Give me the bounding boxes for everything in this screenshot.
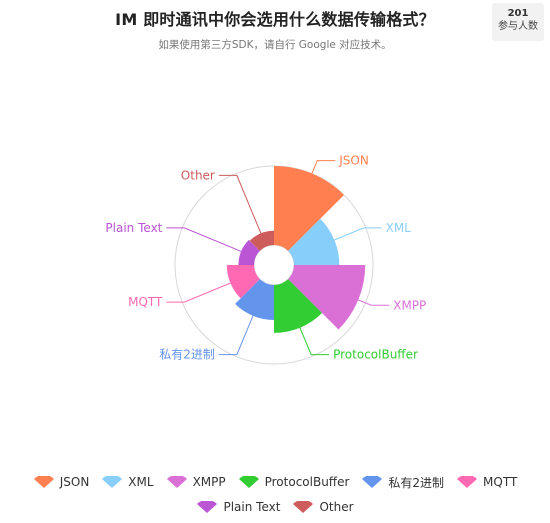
rose-slice-2[interactable] bbox=[235, 279, 274, 320]
leader-line-xmpp bbox=[345, 294, 390, 306]
chart-title: IM 即时通讯中你会选用什么数据传输格式？ bbox=[115, 10, 435, 29]
slice-label-2: 私有2进制 bbox=[159, 348, 215, 362]
leader-line-mqtt bbox=[166, 279, 238, 303]
legend-item-mqtt[interactable]: MQTT bbox=[456, 475, 517, 489]
label-leader-lines bbox=[166, 160, 390, 356]
rose-slice-other[interactable] bbox=[249, 230, 274, 251]
rose-slice-xmpp[interactable] bbox=[288, 265, 366, 330]
leader-line-other bbox=[218, 174, 264, 239]
legend-swatch-icon bbox=[166, 476, 187, 488]
slice-label-protocolbuffer: ProtocolBuffer bbox=[333, 348, 418, 362]
legend-label: XML bbox=[128, 475, 154, 489]
slice-label-plain-text: Plain Text bbox=[105, 221, 162, 235]
legend-item-protocolbuffer[interactable]: ProtocolBuffer bbox=[238, 475, 350, 489]
rose-slice-mqtt[interactable] bbox=[226, 265, 260, 299]
legend-swatch-icon bbox=[102, 476, 123, 488]
legend-swatch-icon bbox=[197, 501, 218, 513]
legend-swatch-icon bbox=[33, 476, 54, 488]
legend-label: ProtocolBuffer bbox=[264, 475, 350, 489]
rose-slices bbox=[226, 166, 366, 333]
legend-label: MQTT bbox=[483, 475, 518, 489]
rose-chart: JSON XML XMPP ProtocolBuffer 私有2进制 MQTT Plain … bbox=[105, 154, 426, 365]
chart-legend: JSON XML XMPP ProtocolBuffer 私有2进制 MQTT Plain … bbox=[0, 471, 550, 521]
slice-label-xml: XML bbox=[386, 221, 412, 235]
legend-label: Plain Text bbox=[223, 500, 281, 514]
slice-label-xmpp: XMPP bbox=[393, 298, 426, 312]
legend-label: 私有2进制 bbox=[388, 475, 445, 490]
legend-label: Other bbox=[319, 500, 354, 514]
rose-slice-json[interactable] bbox=[274, 166, 345, 251]
leader-line-json bbox=[305, 160, 336, 188]
legend-swatch-icon bbox=[238, 476, 259, 488]
leader-line-xml bbox=[325, 227, 382, 245]
slice-label-other: Other bbox=[181, 168, 215, 182]
legend-item-json[interactable]: JSON bbox=[33, 475, 90, 489]
legend-label: XMPP bbox=[192, 475, 226, 489]
slice-label-mqtt: MQTT bbox=[128, 295, 163, 309]
legend-swatch-icon bbox=[362, 476, 383, 488]
legend-item-xml[interactable]: XML bbox=[101, 475, 154, 489]
slice-labels: JSON XML XMPP ProtocolBuffer 私有2进制 MQTT Plain … bbox=[105, 154, 426, 362]
participants-count: 201 bbox=[507, 8, 529, 19]
legend-row: Plain Text Other bbox=[0, 496, 550, 518]
legend-label: JSON bbox=[59, 475, 90, 489]
rose-slice-plain-text[interactable] bbox=[238, 239, 260, 265]
legend-row: JSON XML XMPP ProtocolBuffer 私有2进制 MQTT bbox=[0, 471, 550, 493]
legend-item-xmpp[interactable]: XMPP bbox=[166, 475, 226, 489]
legend-item-other[interactable]: Other bbox=[292, 500, 354, 514]
participants-badge: 201 参与人数 bbox=[492, 3, 544, 41]
rose-slice-protocolbuffer[interactable] bbox=[274, 279, 323, 333]
chart-subtitle: 如果使用第三方SDK，请自行 Google 对应技术。 bbox=[158, 39, 392, 51]
legend-item-2[interactable]: 私有2进制 bbox=[361, 474, 444, 491]
inner-guide-circle bbox=[253, 244, 295, 286]
rose-slice-xml[interactable] bbox=[288, 218, 340, 265]
legend-swatch-icon bbox=[457, 476, 478, 488]
legend-item-plain-text[interactable]: Plain Text bbox=[196, 500, 280, 514]
legend-swatch-icon bbox=[293, 501, 314, 513]
leader-line-2 bbox=[218, 307, 257, 356]
slice-label-json: JSON bbox=[338, 154, 369, 168]
participants-label: 参与人数 bbox=[498, 20, 538, 32]
leader-line-plain-text bbox=[166, 227, 247, 254]
leader-line-protocolbuffer bbox=[295, 318, 330, 356]
